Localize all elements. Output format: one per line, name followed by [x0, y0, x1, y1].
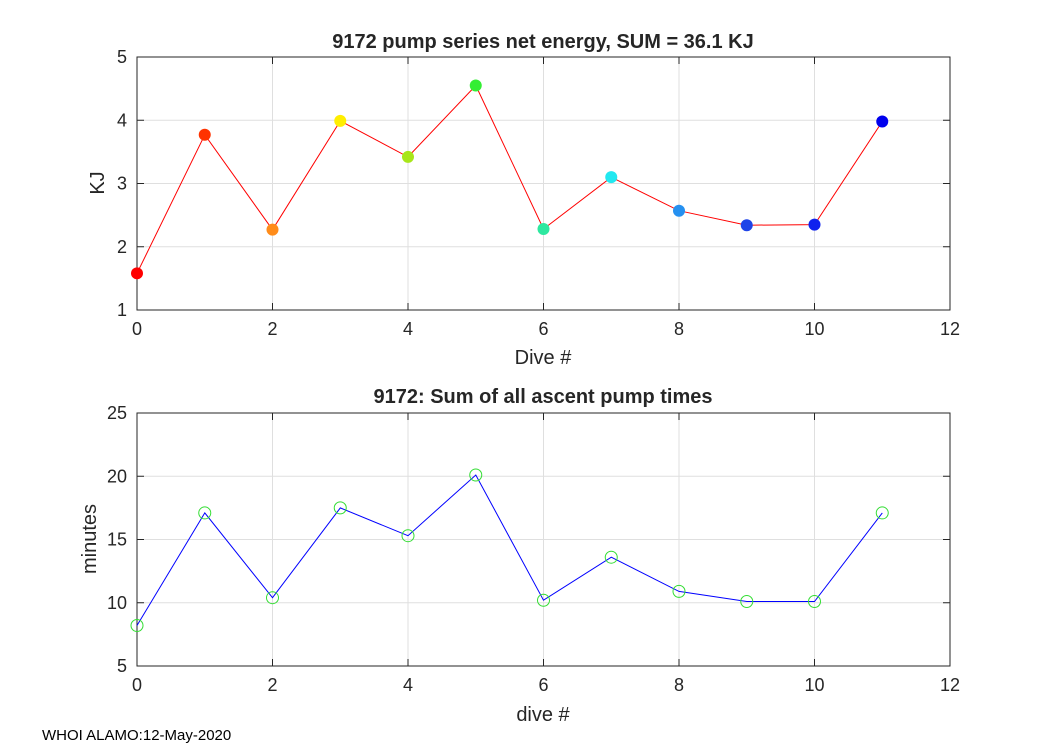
energy-data-point [808, 218, 821, 231]
energy-data-point [198, 128, 211, 141]
energy-data-point [131, 267, 143, 280]
pump-time-y-tick-label: 15 [107, 530, 127, 550]
footer-stamp: WHOI ALAMO:12-May-2020 [42, 727, 232, 744]
energy-data-point [740, 219, 753, 232]
pump-time-data-point [266, 591, 279, 605]
pump-time-y-tick-label: 10 [107, 593, 127, 613]
energy-data-point [266, 223, 279, 236]
pump-time-x-tick-label: 2 [267, 675, 277, 695]
pump-time-data-point [333, 501, 347, 515]
energy-data-point [402, 150, 414, 163]
energy-x-tick-label: 4 [403, 319, 413, 339]
energy-data-point [537, 223, 550, 236]
pump-time-data-point [469, 468, 483, 482]
pump-time-data-point [537, 593, 550, 607]
energy-y-tick-label: 2 [117, 237, 127, 257]
pump-time-data-point [740, 594, 754, 608]
energy-y-tick-label: 3 [117, 174, 127, 194]
pump-time-x-tick-label: 6 [538, 675, 548, 695]
energy-y-axis-label: KJ [87, 171, 109, 194]
energy-x-tick-label: 6 [538, 319, 548, 339]
pump-time-data-point [198, 506, 212, 520]
pump-time-series-line [136, 474, 883, 626]
energy-x-axis-label: Dive # [515, 347, 573, 369]
energy-series [131, 79, 889, 280]
energy-data-point [334, 114, 347, 127]
pump-time-x-tick-label: 8 [674, 675, 684, 695]
pump-time-x-tick-label: 0 [132, 675, 142, 695]
pump-time-data-point [604, 550, 618, 564]
energy-x-tick-label: 2 [267, 319, 277, 339]
energy-chart-title: 9172 pump series net energy, SUM = 36.1 … [332, 31, 753, 53]
pump-time-y-tick-label: 5 [117, 656, 127, 676]
pump-time-data-point [672, 584, 686, 598]
pump-time-x-tick-label: 12 [940, 675, 960, 695]
pump-time-data-point [875, 506, 889, 520]
energy-x-tick-label: 0 [132, 319, 142, 339]
pump-time-y-axis-label: minutes [79, 504, 101, 574]
energy-series-line [136, 84, 883, 274]
energy-y-tick-label: 1 [117, 300, 127, 320]
energy-y-tick-label: 5 [117, 47, 127, 67]
pump-time-y-tick-label: 25 [107, 403, 127, 423]
pump-time-x-tick-label: 10 [804, 675, 824, 695]
pump-time-chart-title: 9172: Sum of all ascent pump times [374, 386, 713, 408]
pump-time-series [130, 468, 889, 633]
pump-time-data-point [401, 529, 415, 543]
energy-x-tick-label: 12 [940, 319, 960, 339]
energy-y-tick-label: 4 [117, 110, 127, 130]
pump-time-ticks: 0 2 4 6 8 10 12 5 10 15 20 25 [107, 403, 960, 695]
pump-time-x-tick-label: 4 [403, 675, 413, 695]
energy-data-point [605, 171, 618, 184]
energy-data-point [673, 204, 685, 217]
energy-x-tick-label: 8 [674, 319, 684, 339]
pump-time-data-point [808, 594, 821, 608]
pump-time-y-tick-label: 20 [107, 466, 127, 486]
energy-x-tick-label: 10 [804, 319, 824, 339]
pump-time-x-axis-label: dive # [516, 704, 570, 726]
pump-time-data-point [130, 619, 144, 633]
energy-data-point [876, 115, 889, 128]
pump-time-plot: 0 2 4 6 8 10 12 5 10 15 20 25 9172: Sum of all asce… [79, 386, 960, 726]
energy-data-point [469, 79, 482, 92]
